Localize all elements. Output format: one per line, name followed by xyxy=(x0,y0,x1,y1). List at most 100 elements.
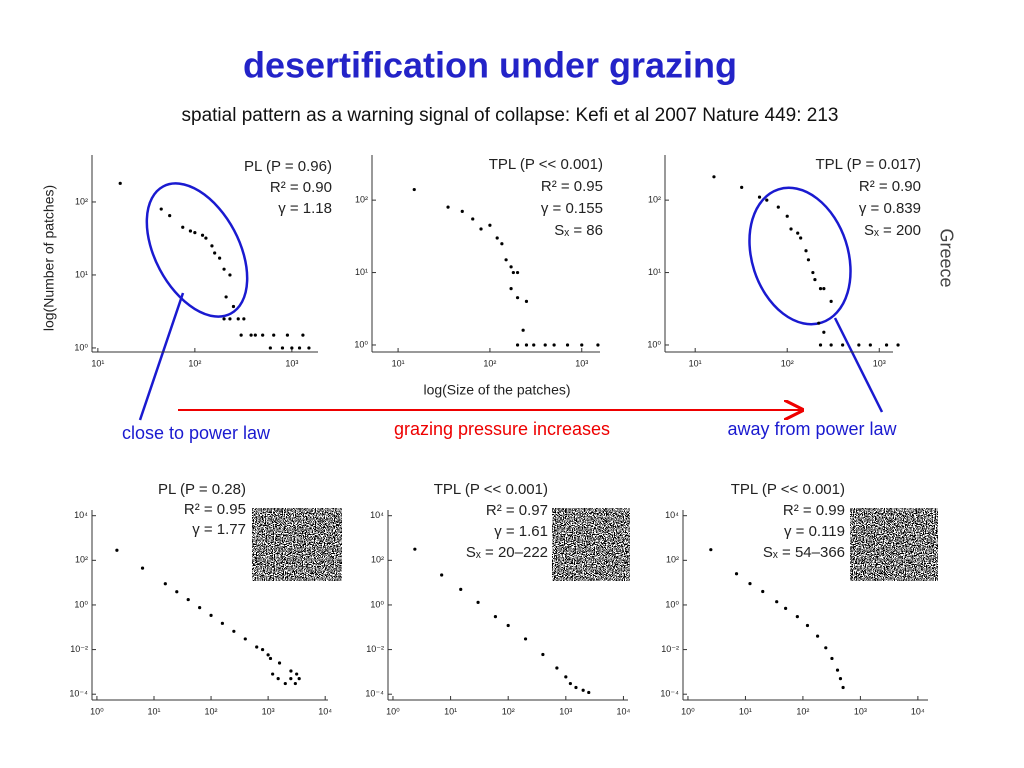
x-axis-label: log(Size of the patches) xyxy=(423,382,570,398)
fit-statistic: R² = 0.99 xyxy=(783,502,845,519)
x-tick-label: 10² xyxy=(188,358,201,368)
fit-statistic: Sₓ = 20–222 xyxy=(466,544,548,561)
y-tick-label: 10⁰ xyxy=(647,339,661,349)
annotation: close to power law xyxy=(122,423,271,443)
data-point xyxy=(500,242,504,246)
y-tick-label: 10⁻² xyxy=(70,644,88,654)
data-point xyxy=(838,677,843,681)
data-point xyxy=(824,646,828,650)
data-point xyxy=(261,333,265,337)
pointer-line xyxy=(833,317,884,413)
data-point xyxy=(581,688,585,692)
data-point xyxy=(829,299,833,303)
fit-statistic: γ = 0.119 xyxy=(784,523,845,540)
data-point xyxy=(765,198,769,202)
data-point xyxy=(596,343,600,347)
x-tick-label: 10³ xyxy=(285,358,298,368)
data-point xyxy=(159,207,163,211)
y-tick-label: 10¹ xyxy=(355,267,368,277)
data-point xyxy=(734,572,739,576)
pattern-image xyxy=(552,508,630,581)
data-point xyxy=(552,343,556,347)
y-tick-label: 10⁻² xyxy=(661,644,679,654)
data-point xyxy=(186,597,190,602)
y-tick-label: 10⁻⁴ xyxy=(69,689,88,699)
data-point xyxy=(555,666,559,670)
data-point xyxy=(232,629,236,633)
data-point xyxy=(239,333,243,337)
data-point xyxy=(830,656,834,661)
x-tick-label: 10¹ xyxy=(444,706,457,716)
data-point xyxy=(761,589,765,594)
y-tick-label: 10⁴ xyxy=(370,510,384,520)
data-point xyxy=(896,343,900,347)
data-point xyxy=(289,677,293,681)
data-point xyxy=(509,265,513,269)
data-point xyxy=(440,573,444,577)
data-point xyxy=(276,677,280,681)
data-point xyxy=(163,582,167,586)
y-tick-label: 10⁰ xyxy=(665,599,679,609)
data-point xyxy=(805,623,810,628)
fit-statistic: R² = 0.97 xyxy=(486,502,548,519)
fit-statistic: R² = 0.90 xyxy=(270,179,332,196)
data-point xyxy=(515,343,520,347)
x-tick-label: 10³ xyxy=(854,706,867,716)
data-point xyxy=(115,548,119,552)
x-tick-label: 10⁰ xyxy=(681,706,695,716)
data-point xyxy=(521,328,525,332)
data-point xyxy=(249,333,253,337)
data-point xyxy=(271,672,275,676)
data-point xyxy=(822,287,826,291)
x-tick-label: 10² xyxy=(796,706,809,716)
data-point xyxy=(822,330,826,334)
fit-statistic: γ = 0.155 xyxy=(541,200,603,217)
data-point xyxy=(818,343,823,347)
data-point xyxy=(297,346,302,350)
data-point xyxy=(268,346,272,350)
data-point xyxy=(220,621,224,625)
fit-statistic: R² = 0.90 xyxy=(859,178,921,195)
data-point xyxy=(829,343,833,347)
data-point xyxy=(775,600,779,604)
data-point xyxy=(222,317,226,321)
y-tick-label: 10⁻² xyxy=(366,644,384,654)
data-point xyxy=(857,343,861,347)
data-point xyxy=(818,287,823,291)
x-tick-label: 10² xyxy=(781,358,794,368)
data-point xyxy=(495,236,499,240)
fit-statistic: Sₓ = 86 xyxy=(554,222,603,239)
y-tick-label: 10⁰ xyxy=(354,339,368,349)
data-point xyxy=(228,273,232,277)
fit-statistic: TPL (P << 0.001) xyxy=(489,156,603,173)
y-tick-label: 10¹ xyxy=(75,269,88,279)
y-tick-label: 10² xyxy=(355,195,368,205)
data-point xyxy=(228,317,232,321)
x-tick-label: 10² xyxy=(502,706,515,716)
highlight-ellipse xyxy=(748,186,852,326)
x-tick-label: 10¹ xyxy=(689,358,702,368)
data-point xyxy=(231,304,236,309)
x-tick-label: 10¹ xyxy=(392,358,405,368)
fit-statistic: PL (P = 0.28) xyxy=(158,481,246,498)
data-point xyxy=(587,690,591,695)
data-point xyxy=(784,606,788,611)
data-point xyxy=(776,205,780,209)
y-tick-label: 10² xyxy=(75,555,88,565)
data-point xyxy=(523,637,528,641)
side-label: Greece xyxy=(936,228,956,287)
data-point xyxy=(543,343,547,347)
data-point xyxy=(168,214,172,218)
fit-statistic: Sₓ = 54–366 xyxy=(763,544,845,561)
x-tick-label: 10⁴ xyxy=(318,706,332,716)
data-point xyxy=(815,634,820,638)
data-point xyxy=(785,214,789,218)
data-point xyxy=(175,590,179,594)
data-point xyxy=(243,637,247,641)
data-point xyxy=(541,652,545,657)
data-point xyxy=(868,343,872,347)
data-point xyxy=(272,333,276,337)
data-point xyxy=(181,225,185,229)
